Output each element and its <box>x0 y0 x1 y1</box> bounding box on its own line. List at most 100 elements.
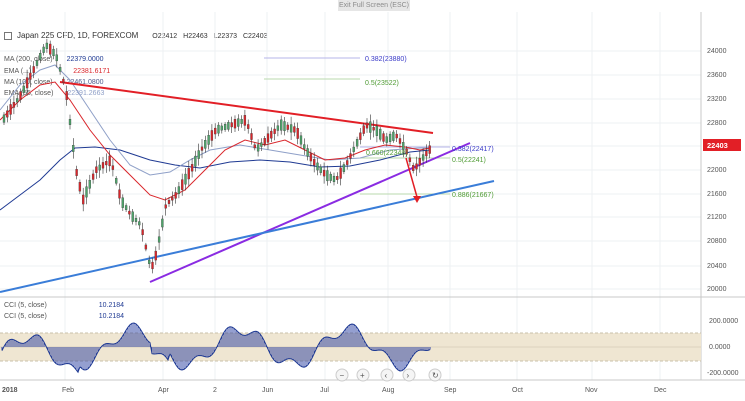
scroll-left-button[interactable] <box>380 368 394 382</box>
time-axis: 2018 Feb Apr 2 Jun Jul Aug Sep Oct Nov D… <box>2 387 667 394</box>
candle-body <box>329 173 332 181</box>
candle-body <box>85 186 88 198</box>
candle-body <box>108 155 111 167</box>
fib-label-0382-23880: 0.382(23880) <box>365 56 407 63</box>
candle-body <box>65 91 68 100</box>
price-tick: 21600 <box>707 191 727 198</box>
candle-body <box>276 125 280 131</box>
price-tick: 20800 <box>707 238 727 245</box>
cci-legend-2[interactable]: CCI (5, close) 10.2184 <box>4 313 125 320</box>
candle-body <box>101 162 105 169</box>
candle-body <box>388 133 392 142</box>
candle-body <box>95 166 98 173</box>
indicator-ema[interactable]: EMA (...) 22381.6171 <box>4 68 111 75</box>
candle-body <box>42 46 45 53</box>
time-tick: Oct <box>512 387 523 394</box>
candle-body <box>395 133 398 139</box>
candle-body <box>421 154 425 161</box>
candle-body <box>332 175 336 183</box>
time-tick: Nov <box>585 387 598 394</box>
candle-body <box>306 148 309 157</box>
time-tick: Sep <box>444 387 457 394</box>
price-tick: 23600 <box>707 72 727 79</box>
candle-body <box>197 150 200 159</box>
candle-body <box>35 60 39 66</box>
ohlc-open: O22412 <box>152 33 178 40</box>
candle-body <box>362 125 365 134</box>
candle-body <box>184 173 187 185</box>
fib-label-0660-22348: 0.660(22348) <box>366 150 408 157</box>
candle-body <box>260 142 263 147</box>
candle-body <box>408 157 412 162</box>
candle-body <box>154 250 157 261</box>
zoom-out-button[interactable] <box>335 368 349 382</box>
candle-body <box>141 229 144 236</box>
candle-body <box>217 124 220 134</box>
price-axis: 24000 23600 23200 22800 22000 21600 2120… <box>707 48 727 293</box>
candle-body <box>164 204 167 209</box>
zoom-in-button[interactable] <box>356 368 370 382</box>
current-price-tag <box>703 139 741 151</box>
time-tick: 2 <box>213 387 217 394</box>
reset-chart-button[interactable] <box>428 368 442 382</box>
candle-body <box>296 128 299 139</box>
candle-body <box>402 142 405 150</box>
collapse-icon[interactable] <box>4 32 12 41</box>
support-trendline-blue <box>0 180 495 293</box>
candle-body <box>29 72 32 80</box>
candle-body <box>131 211 134 222</box>
candle-body <box>157 236 161 243</box>
candle-body <box>45 42 49 49</box>
candle-body <box>88 180 91 189</box>
candle-body <box>151 261 154 270</box>
cci-line <box>1 322 431 374</box>
candle-body <box>98 164 101 171</box>
candle-body <box>223 124 227 130</box>
ma-200-line <box>0 146 431 211</box>
candle-body <box>398 138 402 144</box>
candle-body <box>289 124 293 133</box>
candle-body <box>118 189 121 199</box>
price-tick: 24000 <box>707 48 727 55</box>
candle-body <box>115 178 118 184</box>
forecast-arrowhead <box>413 196 421 203</box>
candle-body <box>121 197 124 208</box>
price-tick: 20400 <box>707 263 727 270</box>
indicator-ma100[interactable]: MA (100, close) 22461.0800 <box>4 79 104 86</box>
fib-label-05-22241: 0.5(22241) <box>452 157 486 164</box>
candle-body <box>293 126 296 133</box>
candle-body <box>62 78 65 83</box>
candle-body <box>220 125 223 131</box>
candle-body <box>405 148 408 155</box>
candle-body <box>82 194 85 205</box>
candle-body <box>322 169 326 177</box>
time-tick: Jul <box>320 387 329 394</box>
scroll-right-button[interactable] <box>402 368 416 382</box>
minus-icon: − <box>340 371 345 380</box>
fib-label-05-23522: 0.5(23522) <box>365 80 399 87</box>
indicator-ma200[interactable]: MA (200, close) 22379.0000 <box>4 56 104 63</box>
candle-body <box>392 131 395 141</box>
current-price-label: 22403 <box>707 141 728 150</box>
candle-body <box>39 52 42 60</box>
candle-body <box>134 218 138 222</box>
cci-legend-1[interactable]: CCI (5, close) 10.2184 <box>4 302 125 309</box>
candle-body <box>25 77 29 89</box>
candle-body <box>385 136 388 143</box>
candle-body <box>12 102 16 108</box>
candle-body <box>55 54 58 62</box>
candle-body <box>16 98 19 103</box>
candle-body <box>177 186 181 194</box>
candle-body <box>339 167 342 179</box>
candle-body <box>161 218 164 228</box>
candle-body <box>181 179 184 190</box>
candle-body <box>78 182 82 192</box>
exit-fullscreen-button[interactable]: Exit Full Screen (ESC) <box>338 0 410 11</box>
reset-icon: ↻ <box>432 371 439 380</box>
candle-body <box>9 104 12 115</box>
price-tick: 23200 <box>707 96 727 103</box>
candle-body <box>266 133 270 143</box>
candle-body <box>256 144 260 152</box>
